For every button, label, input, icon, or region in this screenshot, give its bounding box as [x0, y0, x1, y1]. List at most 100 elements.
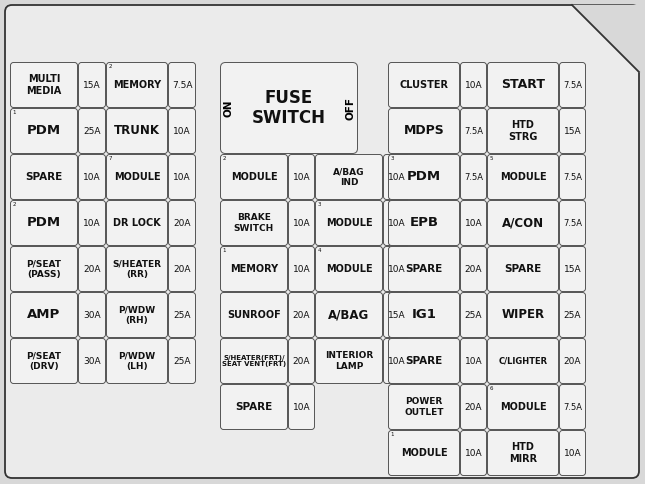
Text: 1: 1	[223, 248, 226, 254]
Text: MDPS: MDPS	[404, 124, 444, 137]
FancyBboxPatch shape	[315, 200, 382, 245]
FancyBboxPatch shape	[221, 62, 357, 153]
Text: 20A: 20A	[465, 264, 482, 273]
Text: 15A: 15A	[564, 264, 581, 273]
FancyBboxPatch shape	[461, 292, 486, 337]
FancyBboxPatch shape	[461, 246, 486, 291]
FancyBboxPatch shape	[221, 154, 288, 199]
Text: IG1: IG1	[412, 308, 437, 321]
FancyBboxPatch shape	[559, 292, 586, 337]
Text: 10A: 10A	[388, 172, 405, 182]
Text: 10A: 10A	[564, 449, 581, 457]
Text: 3: 3	[317, 202, 321, 208]
FancyBboxPatch shape	[559, 154, 586, 199]
FancyBboxPatch shape	[461, 154, 486, 199]
Text: 10A: 10A	[83, 218, 101, 227]
FancyBboxPatch shape	[106, 246, 168, 291]
Text: 10A: 10A	[388, 264, 405, 273]
Text: MODULE: MODULE	[401, 448, 448, 458]
Text: START: START	[501, 78, 545, 91]
FancyBboxPatch shape	[168, 246, 195, 291]
FancyBboxPatch shape	[384, 200, 410, 245]
FancyBboxPatch shape	[388, 62, 459, 107]
Text: INTERIOR
LAMP: INTERIOR LAMP	[325, 351, 373, 371]
Text: 20A: 20A	[293, 357, 310, 365]
Text: MODULE: MODULE	[231, 172, 277, 182]
Text: P/SEAT
(DRV): P/SEAT (DRV)	[26, 351, 61, 371]
Text: 7: 7	[108, 156, 112, 162]
FancyBboxPatch shape	[288, 338, 315, 383]
Text: 15A: 15A	[388, 311, 405, 319]
Text: MODULE: MODULE	[114, 172, 161, 182]
Text: 20A: 20A	[174, 264, 191, 273]
FancyBboxPatch shape	[288, 246, 315, 291]
Text: PDM: PDM	[27, 124, 61, 137]
FancyBboxPatch shape	[10, 246, 77, 291]
FancyBboxPatch shape	[384, 246, 410, 291]
Text: 10A: 10A	[464, 218, 482, 227]
FancyBboxPatch shape	[488, 338, 559, 383]
Text: MODULE: MODULE	[500, 172, 546, 182]
Text: BRAKE
SWITCH: BRAKE SWITCH	[234, 213, 274, 232]
FancyBboxPatch shape	[488, 246, 559, 291]
FancyBboxPatch shape	[559, 108, 586, 153]
Text: MULTI
MEDIA: MULTI MEDIA	[26, 75, 62, 96]
FancyBboxPatch shape	[79, 292, 106, 337]
Text: A/CON: A/CON	[502, 216, 544, 229]
FancyBboxPatch shape	[79, 200, 106, 245]
FancyBboxPatch shape	[559, 200, 586, 245]
Text: C/LIGHTER: C/LIGHTER	[499, 357, 548, 365]
Text: 25A: 25A	[564, 311, 581, 319]
Text: 20A: 20A	[293, 311, 310, 319]
Text: 2: 2	[12, 202, 16, 208]
Text: 10A: 10A	[464, 80, 482, 90]
FancyBboxPatch shape	[388, 338, 459, 383]
Text: EPB: EPB	[410, 216, 439, 229]
Text: DR LOCK: DR LOCK	[113, 218, 161, 228]
FancyBboxPatch shape	[79, 108, 106, 153]
Text: 20A: 20A	[564, 357, 581, 365]
Text: 7.5A: 7.5A	[464, 172, 483, 182]
Text: 10A: 10A	[174, 172, 191, 182]
FancyBboxPatch shape	[388, 430, 459, 475]
Text: 7.5A: 7.5A	[563, 403, 582, 411]
FancyBboxPatch shape	[168, 154, 195, 199]
FancyBboxPatch shape	[288, 384, 315, 429]
FancyBboxPatch shape	[488, 384, 559, 429]
Text: A/BAG
IND: A/BAG IND	[333, 167, 365, 186]
Text: TRUNK: TRUNK	[114, 124, 160, 137]
Text: A/BAG: A/BAG	[328, 308, 370, 321]
FancyBboxPatch shape	[106, 200, 168, 245]
FancyBboxPatch shape	[221, 200, 288, 245]
FancyBboxPatch shape	[221, 292, 288, 337]
FancyBboxPatch shape	[5, 5, 639, 478]
Text: P/SEAT
(PASS): P/SEAT (PASS)	[26, 259, 61, 278]
FancyBboxPatch shape	[221, 338, 288, 383]
FancyBboxPatch shape	[168, 200, 195, 245]
Text: SPARE: SPARE	[405, 264, 442, 274]
FancyBboxPatch shape	[461, 430, 486, 475]
FancyBboxPatch shape	[388, 200, 459, 245]
FancyBboxPatch shape	[488, 108, 559, 153]
FancyBboxPatch shape	[388, 292, 459, 337]
Text: SPARE: SPARE	[235, 402, 273, 412]
Text: MODULE: MODULE	[500, 402, 546, 412]
FancyBboxPatch shape	[384, 292, 410, 337]
Text: SPARE: SPARE	[504, 264, 542, 274]
FancyBboxPatch shape	[106, 62, 168, 107]
Text: P/WDW
(LH): P/WDW (LH)	[119, 351, 155, 371]
FancyBboxPatch shape	[288, 154, 315, 199]
Text: 1: 1	[390, 433, 394, 438]
Text: 1: 1	[12, 110, 16, 116]
FancyBboxPatch shape	[79, 154, 106, 199]
FancyBboxPatch shape	[288, 200, 315, 245]
FancyBboxPatch shape	[106, 338, 168, 383]
Text: SPARE: SPARE	[25, 172, 63, 182]
Text: 3: 3	[390, 156, 394, 162]
FancyBboxPatch shape	[10, 154, 77, 199]
FancyBboxPatch shape	[168, 108, 195, 153]
FancyBboxPatch shape	[388, 154, 459, 199]
FancyBboxPatch shape	[315, 338, 382, 383]
Text: 20A: 20A	[174, 218, 191, 227]
Text: 2: 2	[108, 64, 112, 70]
